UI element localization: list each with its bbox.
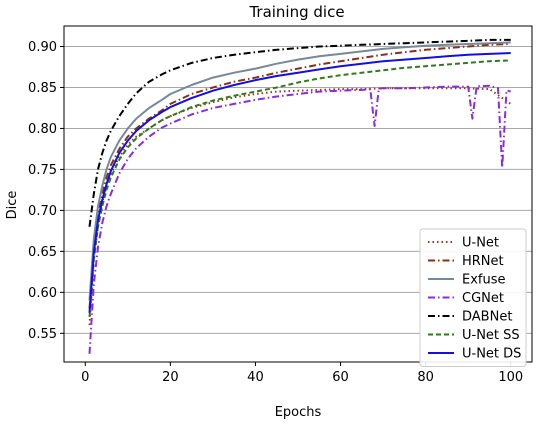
x-tick-label: 100 [498, 370, 523, 385]
legend-label: U-Net [462, 236, 499, 251]
x-tick-label: 20 [162, 370, 179, 385]
plot-frame [63, 25, 533, 363]
grid-lines [64, 45, 532, 334]
y-tick-label: 0.65 [28, 245, 57, 260]
y-axis: 0.55 0.60 0.65 0.70 0.75 0.80 0.85 0.90 [28, 40, 64, 342]
y-tick-label: 0.55 [28, 327, 57, 342]
legend-box [419, 228, 527, 367]
y-tick-label: 0.90 [28, 40, 57, 55]
y-tick-label: 0.80 [28, 122, 57, 137]
legend-label: DABNet [462, 310, 512, 325]
y-tick-label: 0.60 [28, 286, 57, 301]
chart-title: Training dice [248, 3, 344, 21]
series-line-exfuse [88, 41, 511, 301]
x-tick-label: 60 [332, 370, 349, 385]
x-tick-label: 40 [247, 370, 264, 385]
y-tick-label: 0.70 [28, 204, 57, 219]
series-line-hrnet [88, 43, 511, 309]
legend-label: Exfuse [462, 273, 506, 288]
y-tick-label: 0.75 [28, 163, 57, 178]
legend-label: CGNet [462, 291, 504, 306]
series-line-dabnet [88, 38, 511, 227]
legend-label: HRNet [462, 254, 504, 269]
series-lines [88, 38, 512, 354]
x-tick-label: 80 [417, 370, 434, 385]
x-axis-label: Epochs [275, 405, 322, 420]
legend: U-Net HRNet Exfuse CGNet DABNet U-Net SS U-Net… [419, 228, 527, 367]
legend-label: U-Net DS [462, 347, 521, 362]
y-tick-label: 0.85 [28, 81, 57, 96]
series-line-u-net-ds [88, 52, 511, 313]
series-line-cgnet [88, 84, 511, 354]
x-tick-label: 0 [81, 370, 89, 385]
legend-label: U-Net SS [462, 328, 520, 343]
y-axis-label: Dice [5, 191, 20, 220]
